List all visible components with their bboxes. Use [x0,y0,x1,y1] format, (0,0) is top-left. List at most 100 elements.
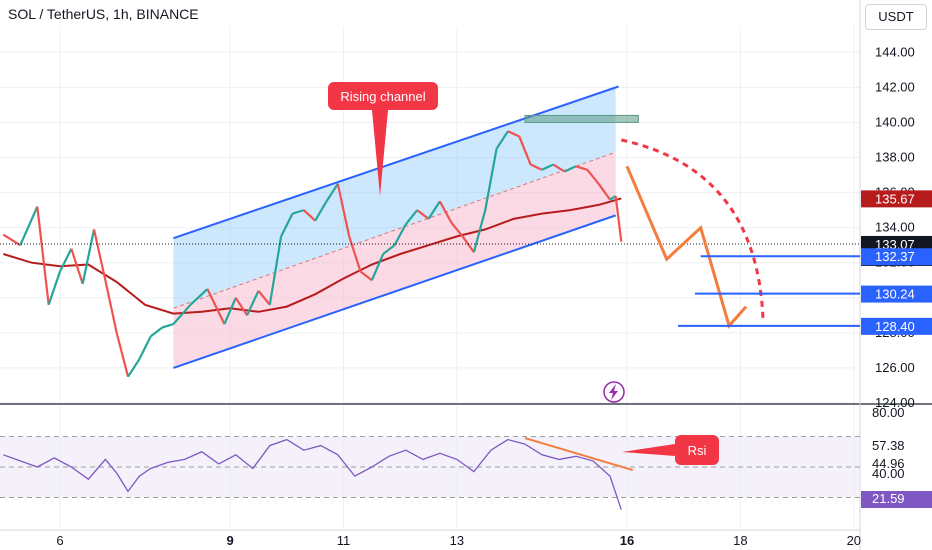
rsi-tick-label: 44.96 [872,456,905,471]
price-segment [438,200,453,223]
rising-channel-callout [328,82,438,110]
price-segment [70,248,84,285]
rsi-tick-label: 80.00 [872,405,905,420]
price-segment [2,233,21,247]
price-tag [861,248,932,266]
price-segment [292,209,305,215]
price-segment [552,163,566,173]
price-tag [861,190,932,208]
rsi-pane [0,436,860,510]
price-tick-label: 134.00 [875,220,915,235]
rising-channel [173,85,619,369]
rsi-tick-label: 21.59 [872,491,905,506]
moving-average-line [3,197,622,315]
price-segment [564,165,577,173]
time-axis: 6 9 11 13 16 18 20 [56,533,861,548]
lightning-icon-bolt [609,384,618,400]
price-segment [336,183,351,237]
ma-line [3,197,622,315]
rsi-tick-label: 40.00 [872,466,905,481]
rsi-trendline [524,437,633,472]
price-tag [861,317,932,335]
price-segment [541,163,554,171]
price-segment [450,221,464,238]
price-segment [92,229,107,281]
price-tick-label: 144.00 [875,44,915,59]
price-tick-label: 126.00 [875,360,915,375]
price-segment [223,297,237,325]
projection-arrow [625,165,748,329]
price-segment [47,271,62,306]
channel-upper-fill [173,87,616,309]
price-axis: 144.00142.00140.00138.00136.00134.00132.… [861,44,932,508]
price-tag-label: 135.67 [875,191,915,206]
price-segment [416,209,430,220]
price-segment [206,288,226,325]
price-segment [575,165,588,171]
price-segment [19,206,39,246]
price-segment [161,323,174,329]
price-segment [348,236,362,272]
price-segment [280,213,294,237]
time-tick-label: 20 [847,533,861,548]
rsi-tick-label: 57.38 [872,438,905,453]
price-segment [507,130,520,138]
channel-lower-fill [173,152,616,368]
level-lines [678,255,860,327]
price-segment [189,288,209,306]
price-tick-label: 140.00 [875,114,915,129]
time-tick-label: 11 [337,533,351,548]
curved-dashed-arrow [621,138,765,321]
callouts: Rising channel Rsi [328,82,719,465]
price-tag-label: 130.24 [875,287,915,302]
price-segment [518,136,532,165]
price-tick-label: 124.00 [875,395,915,410]
price-segment [382,244,396,255]
channel-lower-line [173,214,616,369]
price-segment [484,148,498,211]
price-segment [325,183,339,202]
price-segment [427,200,441,220]
rsi-value-tag [861,491,932,508]
price-segment [303,209,316,222]
price-tick-label: 138.00 [875,150,915,165]
price-segment [495,130,509,150]
price-segment [405,209,419,225]
price-segment [246,290,260,316]
price-segment [150,326,163,338]
price-segment [234,297,249,316]
price-segment [127,358,141,378]
rising-channel-pointer [372,110,388,196]
price-segment [370,253,385,281]
price-segment [393,223,407,246]
time-tick-label: 6 [56,533,63,548]
price-segment [138,335,152,360]
time-tick-label: 9 [226,533,233,548]
channel-upper-line [173,85,619,240]
time-tick-label: 16 [620,533,634,548]
chart-title: SOL / TetherUS, 1h, BINANCE [8,6,199,22]
price-segment [268,236,283,305]
rsi-callout [675,435,719,465]
price-tag-label: 128.40 [875,319,915,334]
price-segment [614,195,623,242]
time-tick-label: 18 [733,533,747,548]
price-segment [59,248,73,272]
price-segment [597,183,611,201]
price-tag-label: 133.07 [875,237,915,252]
price-tick-label: 142.00 [875,79,915,94]
price-segment [115,332,130,377]
price-segment [172,304,192,325]
rsi-label: Rsi [688,443,707,458]
price-segment [257,290,271,306]
price-tag-label: 132.37 [875,249,915,264]
price-segment [530,163,543,171]
resistance-zone [524,114,639,123]
channel-mid-line [173,151,616,309]
currency-button[interactable]: USDT [865,4,927,30]
projection-drawing [621,138,765,329]
rising-channel-label: Rising channel [340,89,425,104]
price-line [0,130,860,378]
resistance-zone-box [524,114,639,123]
